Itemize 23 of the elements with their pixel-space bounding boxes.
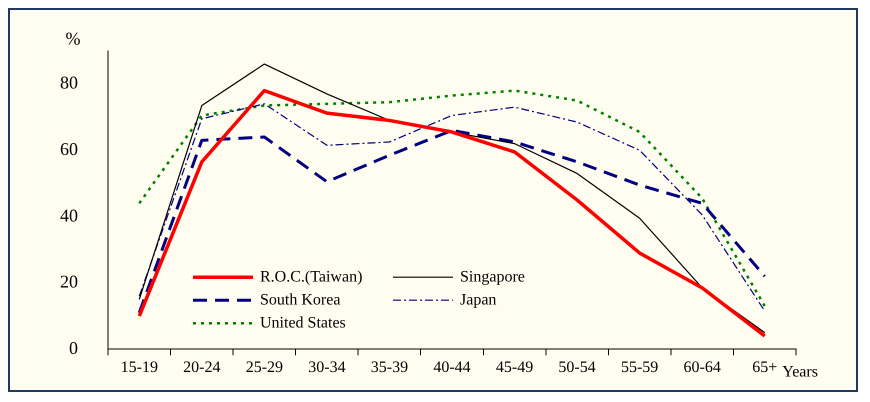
legend-label: Japan xyxy=(460,291,496,308)
x-axis-title: Years xyxy=(782,363,818,380)
x-tick-label: 50-54 xyxy=(558,359,596,376)
x-tick-label: 20-24 xyxy=(183,359,220,376)
y-tick-label: 20 xyxy=(60,272,78,292)
legend-label: South Korea xyxy=(260,291,340,308)
y-tick-label: 0 xyxy=(69,338,78,358)
y-tick-label: 80 xyxy=(60,72,78,93)
x-tick-label: 60-64 xyxy=(684,359,721,376)
x-tick-label: 45-49 xyxy=(496,359,534,376)
y-tick-label: 60 xyxy=(60,139,78,159)
x-tick-label: 55-59 xyxy=(620,359,658,376)
legend-label: R.O.C.(Taiwan) xyxy=(260,268,362,286)
x-tick-label: 35-39 xyxy=(370,359,408,376)
y-axis-title: % xyxy=(66,28,80,49)
x-tick-label: 30-34 xyxy=(308,359,346,376)
x-tick-label: 65+ xyxy=(752,359,778,376)
legend-label: United States xyxy=(260,314,346,332)
y-tick-label: 40 xyxy=(60,205,78,226)
x-tick-label: 25-29 xyxy=(246,359,284,376)
legend-label: Singapore xyxy=(460,268,525,286)
x-tick-label: 40-44 xyxy=(433,359,471,376)
x-tick-label: 15-19 xyxy=(120,359,158,376)
